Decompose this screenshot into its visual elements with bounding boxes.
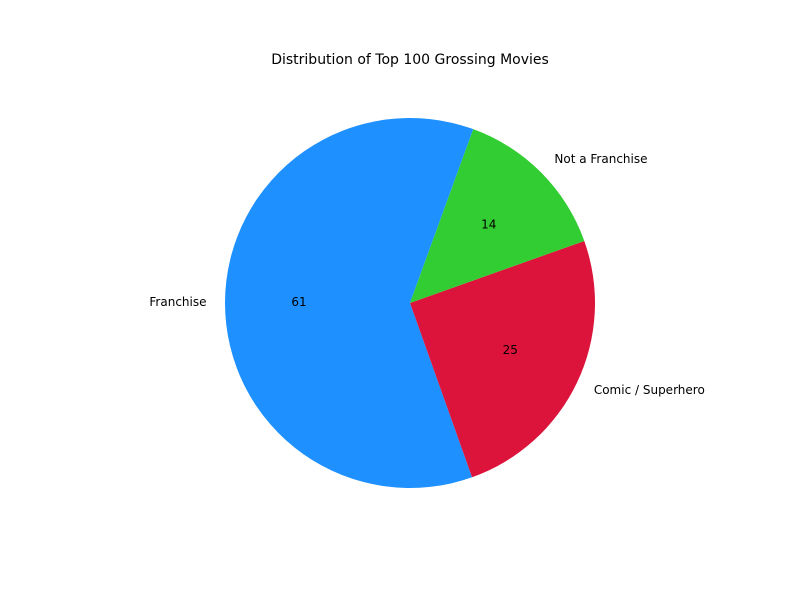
slice-value-label: 25 [503,343,518,357]
slice-label: Not a Franchise [554,152,647,166]
pie-slices [225,118,596,488]
chart-title: Distribution of Top 100 Grossing Movies [271,52,549,68]
slice-label: Comic / Superhero [594,383,705,397]
pie-slice-franchise [225,118,474,488]
slice-value-label: 61 [291,295,306,309]
pie-labels: Franchise 61 Comic / Superhero 25 Not a Fran… [149,152,704,397]
slice-label: Franchise [149,295,206,309]
pie-slice-not-a-franchise [410,129,585,303]
pie-slice-comic-superhero [410,240,596,478]
slice-value-label: 14 [481,217,496,231]
